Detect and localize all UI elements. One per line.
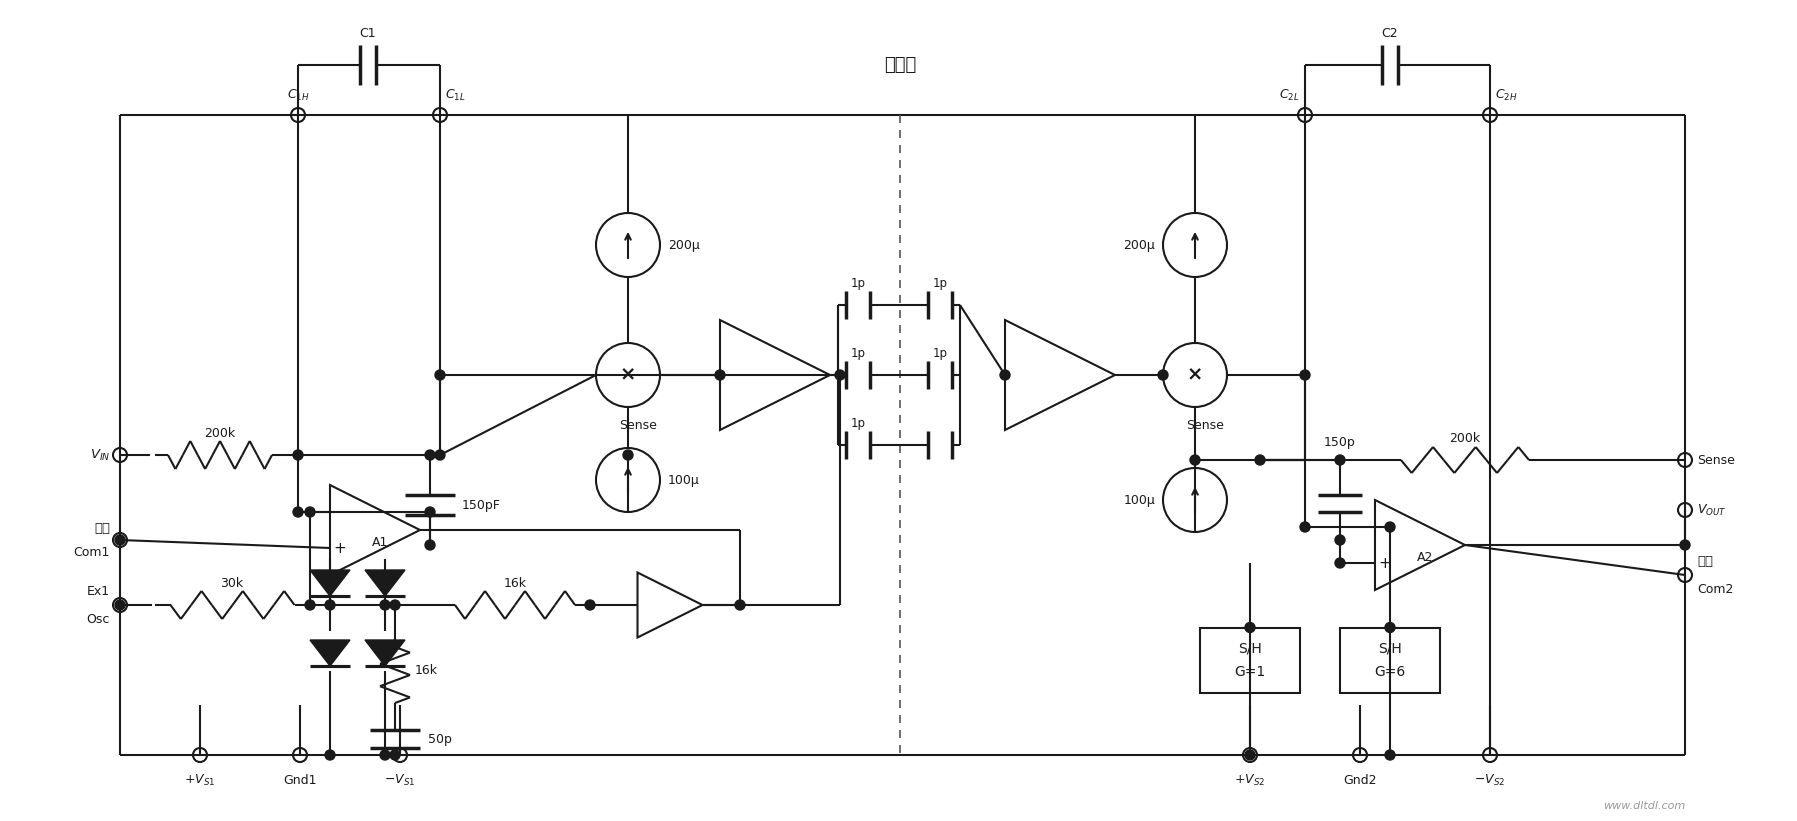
Text: +: + [334,540,347,556]
Text: 隔离栅: 隔离栅 [884,56,916,74]
Text: $C_{1H}$: $C_{1H}$ [288,88,309,103]
Text: S/H: S/H [1238,641,1261,655]
Circle shape [1385,622,1394,632]
Circle shape [305,600,314,610]
Circle shape [1245,750,1254,760]
Text: Sense: Sense [618,419,658,432]
Circle shape [1299,522,1310,532]
Circle shape [435,370,446,380]
Text: −: − [334,504,347,520]
Text: $-V_{S2}$: $-V_{S2}$ [1474,773,1506,787]
Text: $C_{2H}$: $C_{2H}$ [1495,88,1518,103]
Circle shape [836,370,845,380]
Circle shape [426,450,435,460]
Text: ×: × [1186,365,1204,384]
Text: A1: A1 [372,535,388,548]
Text: 1p: 1p [850,346,866,360]
Text: Com2: Com2 [1696,583,1734,595]
Text: S/H: S/H [1378,641,1402,655]
Circle shape [390,750,401,760]
Circle shape [1254,455,1265,465]
Text: $C_{1L}$: $C_{1L}$ [446,88,465,103]
Circle shape [735,600,746,610]
Text: Sense: Sense [1186,419,1224,432]
Text: 150pF: 150pF [462,498,501,511]
Circle shape [390,600,401,610]
Circle shape [115,535,126,545]
Circle shape [624,450,633,460]
Text: G=6: G=6 [1375,665,1405,679]
Circle shape [379,600,390,610]
Polygon shape [365,570,404,596]
Text: $V_{OUT}$: $V_{OUT}$ [1696,502,1727,517]
Circle shape [1299,370,1310,380]
Circle shape [1157,370,1168,380]
Text: −: − [1378,520,1391,534]
Circle shape [325,600,334,610]
Text: Sense: Sense [1696,453,1734,466]
Circle shape [1190,455,1200,465]
Circle shape [1335,455,1344,465]
Text: 1p: 1p [850,277,866,290]
Text: ×: × [620,365,636,384]
Text: 1p: 1p [850,416,866,429]
Circle shape [426,507,435,517]
Text: www.dltdl.com: www.dltdl.com [1603,801,1686,811]
Circle shape [379,750,390,760]
Text: 150p: 150p [1324,435,1357,448]
Text: 1p: 1p [933,346,947,360]
Circle shape [999,370,1010,380]
Text: 200μ: 200μ [668,238,699,251]
Text: $+V_{S2}$: $+V_{S2}$ [1235,773,1265,787]
Text: 16k: 16k [503,576,527,589]
Polygon shape [311,640,350,666]
Circle shape [1385,750,1394,760]
Text: $-V_{S1}$: $-V_{S1}$ [385,773,415,787]
Text: $C_{2L}$: $C_{2L}$ [1279,88,1299,103]
Bar [1341,627,1439,692]
Circle shape [115,600,126,610]
Text: 50p: 50p [428,732,451,745]
Text: Ex1: Ex1 [86,585,110,598]
Text: 200k: 200k [1450,432,1481,444]
Circle shape [293,450,304,460]
Text: $V_{IN}$: $V_{IN}$ [90,447,110,462]
Text: 30k: 30k [221,576,244,589]
Text: Gnd1: Gnd1 [284,773,316,787]
Text: A2: A2 [1416,551,1434,563]
Circle shape [586,600,595,610]
Text: C1: C1 [359,26,376,39]
Circle shape [293,507,304,517]
Text: Com1: Com1 [74,545,110,558]
Circle shape [1245,622,1254,632]
Circle shape [1335,558,1344,568]
Circle shape [435,450,446,460]
Text: $+V_{S1}$: $+V_{S1}$ [185,773,216,787]
Circle shape [715,370,724,380]
Polygon shape [365,640,404,666]
Circle shape [1680,540,1689,550]
Text: C2: C2 [1382,26,1398,39]
Text: Osc: Osc [86,612,110,626]
Text: 信号: 信号 [93,521,110,534]
Text: 信号: 信号 [1696,554,1713,567]
Text: 16k: 16k [415,663,438,677]
Circle shape [426,540,435,550]
Text: 1p: 1p [933,277,947,290]
Text: 100μ: 100μ [1123,493,1155,507]
Circle shape [325,750,334,760]
Circle shape [1335,535,1344,545]
Circle shape [1385,522,1394,532]
Circle shape [305,507,314,517]
Text: 200k: 200k [205,426,235,439]
Text: 200μ: 200μ [1123,238,1155,251]
Polygon shape [311,570,350,596]
Bar [1200,627,1299,692]
Text: G=1: G=1 [1235,665,1265,679]
Text: 100μ: 100μ [668,474,699,487]
Text: +: + [1378,556,1391,571]
Text: Gnd2: Gnd2 [1342,773,1377,787]
